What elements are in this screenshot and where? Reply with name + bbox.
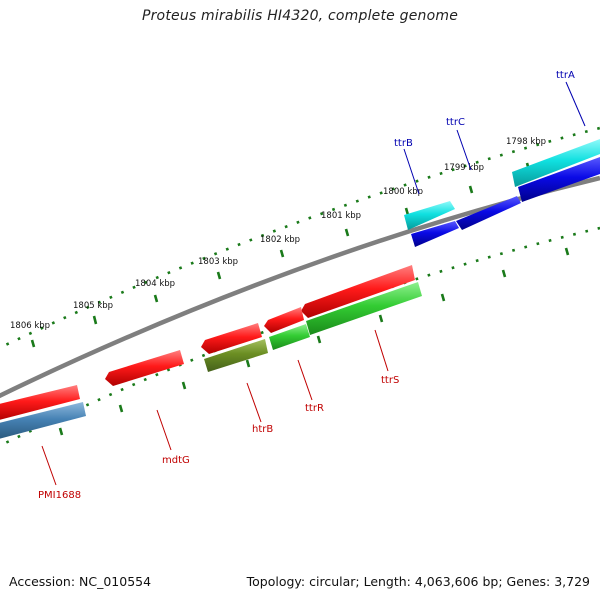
outer-tick-track: [0, 126, 600, 350]
scale-label-1801: 1801 kbp: [321, 211, 361, 221]
scale-label-1806: 1806 kbp: [10, 321, 50, 331]
gene-left-red-feature[interactable]: [0, 385, 80, 421]
PMI1688-leader: [41, 445, 57, 486]
scale-label-1803: 1803 kbp: [198, 257, 238, 267]
scale-label-1804: 1804 kbp: [135, 279, 175, 289]
scale-label-1800: 1800 kbp: [383, 187, 423, 197]
scale-label-1805: 1805 kbp: [73, 301, 113, 311]
gene-upstream-blue-feature[interactable]: [518, 157, 600, 202]
ttrB-leader: [403, 148, 420, 195]
ttrS-leader: [374, 329, 389, 372]
gene-label-ttrA[interactable]: ttrA: [556, 70, 575, 81]
gene-ttrA-feature[interactable]: [512, 139, 600, 187]
gene-PMI1688-feature[interactable]: [0, 402, 86, 440]
accession-text: Accession: NC_010554: [9, 574, 152, 589]
scale-label-1802: 1802 kbp: [260, 235, 300, 245]
ttrC-leader: [456, 129, 472, 171]
genome-info-text: Topology: circular; Length: 4,063,606 bp…: [246, 574, 590, 589]
gene-label-htrB[interactable]: htrB: [252, 424, 273, 435]
gene-ttrS-feature[interactable]: [306, 282, 422, 335]
gene-label-mdtG[interactable]: mdtG: [162, 455, 190, 466]
gene-htrB-feature[interactable]: [204, 339, 268, 372]
gene-label-PMI1688[interactable]: PMI1688: [38, 490, 81, 501]
gene-ttrR-feature[interactable]: [269, 324, 310, 350]
gene-label-ttrB[interactable]: ttrB: [394, 138, 413, 149]
gene-red-2-feature[interactable]: [264, 307, 304, 333]
gene-label-ttrS[interactable]: ttrS: [381, 375, 399, 386]
gene-label-ttrC[interactable]: ttrC: [446, 117, 465, 128]
gene-label-ttrR[interactable]: ttrR: [305, 403, 324, 414]
htrB-leader: [246, 382, 262, 423]
mdtG-leader: [156, 409, 172, 451]
gene-mdtG-feature[interactable]: [105, 350, 184, 386]
gene-ttrB-adjacent-feature[interactable]: [411, 221, 459, 247]
map-title: Proteus mirabilis HI4320, complete genom…: [141, 8, 459, 24]
scale-label-1799: 1799 kbp: [444, 163, 484, 173]
major-ticks: [30, 162, 570, 436]
gene-ttrB-feature[interactable]: [404, 201, 455, 230]
scale-label-1798: 1798 kbp: [506, 137, 546, 147]
gene-red-3-feature[interactable]: [201, 323, 262, 354]
ttrA-leader: [565, 81, 586, 127]
gene-red-1-feature[interactable]: [301, 265, 415, 318]
ttrR-leader: [297, 359, 313, 401]
gene-ttrC-feature[interactable]: [456, 196, 521, 230]
